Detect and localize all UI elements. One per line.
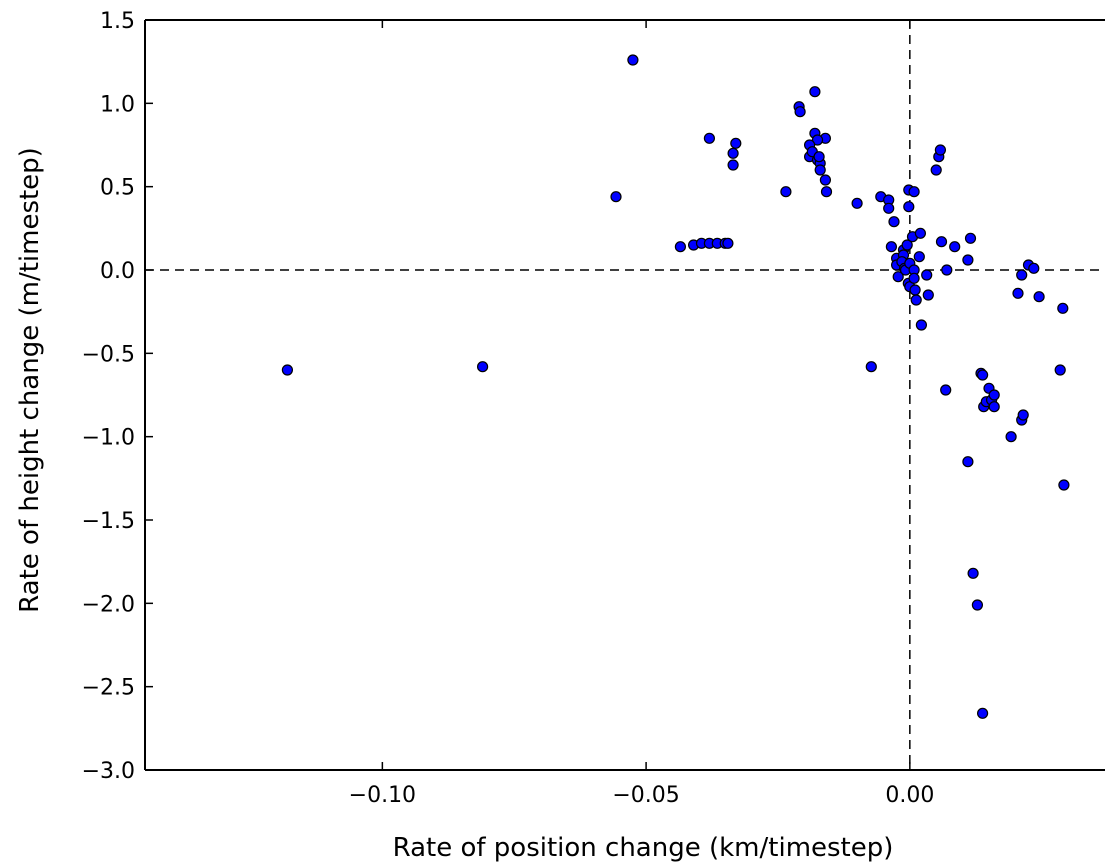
y-tick-label: −3.0 — [82, 759, 135, 784]
data-point — [908, 186, 920, 198]
y-tick-label: −1.0 — [82, 426, 135, 451]
data-point — [885, 241, 898, 253]
data-point — [865, 361, 877, 373]
data-point — [921, 269, 933, 281]
data-point — [820, 186, 833, 198]
data-point — [988, 401, 1000, 413]
data-point — [1054, 364, 1066, 376]
y-tick-label: 0.5 — [100, 176, 135, 201]
data-point — [962, 254, 974, 266]
data-points — [281, 54, 1070, 719]
data-point — [901, 239, 913, 251]
data-point — [1057, 302, 1069, 314]
data-point — [967, 567, 979, 579]
data-point — [888, 216, 900, 228]
data-point — [883, 202, 895, 214]
data-point — [910, 294, 922, 306]
data-point — [281, 364, 293, 376]
data-point — [811, 134, 824, 146]
x-tick-label: −0.05 — [612, 783, 679, 808]
y-tick-label: −0.5 — [82, 342, 135, 367]
data-point — [934, 144, 947, 156]
data-point — [727, 159, 739, 171]
data-point — [976, 369, 989, 381]
y-tick-label: 1.5 — [100, 9, 135, 34]
y-tick-label: −2.5 — [82, 676, 135, 701]
data-point — [941, 264, 953, 276]
data-point — [727, 147, 739, 159]
data-point — [914, 227, 927, 239]
data-point — [794, 106, 806, 118]
data-point — [1058, 479, 1070, 491]
data-point — [627, 54, 639, 66]
data-point — [780, 186, 792, 198]
data-point — [935, 236, 948, 248]
data-point — [1033, 291, 1045, 303]
y-tick-label: 0.0 — [100, 259, 135, 284]
data-point — [674, 241, 687, 253]
data-point — [964, 232, 977, 244]
y-axis-label: Rate of height change (m/timestep) — [15, 147, 45, 613]
data-point — [892, 271, 904, 283]
data-point — [730, 137, 742, 149]
y-tick-label: −2.0 — [82, 592, 135, 617]
data-point — [971, 599, 984, 611]
reference-lines — [145, 20, 1105, 770]
data-point — [610, 191, 622, 203]
y-tick-label: −1.5 — [82, 509, 135, 534]
data-point — [988, 389, 1000, 401]
data-point — [922, 289, 934, 301]
plot-frame — [144, 19, 1105, 771]
data-point — [1005, 431, 1017, 443]
y-tick-label: 1.0 — [100, 92, 135, 117]
x-axis-label: Rate of position change (km/timestep) — [393, 833, 894, 862]
data-point — [703, 132, 716, 144]
x-tick-label: 0.00 — [885, 783, 934, 808]
data-point — [915, 319, 928, 331]
data-point — [814, 164, 826, 176]
data-point — [477, 361, 489, 373]
data-point — [962, 456, 974, 468]
data-point — [930, 164, 942, 176]
data-point — [1028, 262, 1040, 274]
data-point — [949, 241, 961, 253]
data-point — [903, 201, 915, 213]
data-point — [819, 174, 832, 186]
data-point — [1012, 287, 1024, 299]
data-point — [976, 707, 989, 719]
data-point — [908, 272, 920, 284]
data-point — [1017, 409, 1029, 421]
data-point — [722, 237, 734, 249]
data-point — [1016, 269, 1028, 281]
data-point — [809, 86, 821, 98]
data-point — [813, 151, 825, 163]
data-point — [851, 197, 863, 209]
x-axis-ticks: −0.10 −0.05 0.00 — [349, 20, 934, 808]
x-tick-label: −0.10 — [349, 783, 416, 808]
y-axis-ticks: 1.5 1.0 0.5 0.0 −0.5 −1.0 −1.5 −2.0 −2.5 −3.0 — [82, 9, 153, 784]
data-point — [909, 284, 921, 296]
data-point — [940, 384, 952, 396]
data-point — [913, 251, 925, 263]
